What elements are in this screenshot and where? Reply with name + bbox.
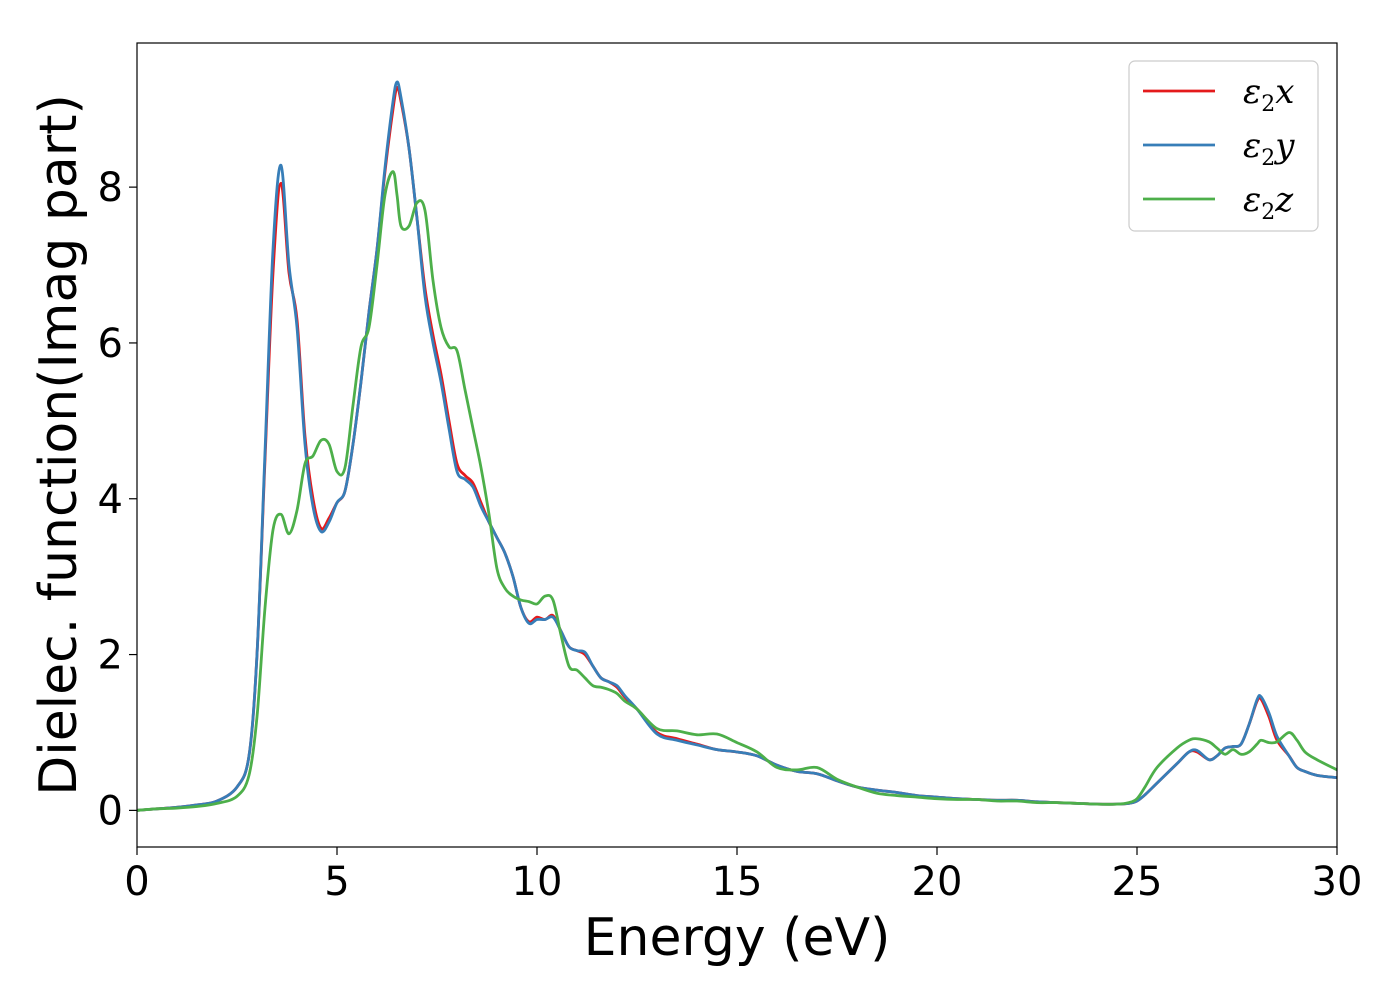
x-axis-label: Energy (eV) <box>584 908 891 968</box>
legend-label-3: ε2z <box>1243 180 1294 225</box>
y-tick-label: 8 <box>98 165 123 211</box>
legend-label-2: ε2y <box>1243 126 1295 171</box>
x-tick-label: 30 <box>1312 859 1363 905</box>
x-tick-label: 5 <box>324 859 349 905</box>
y-axis-label: Dielec. function(Imag part) <box>29 94 89 796</box>
series-layer <box>137 80 1337 812</box>
legend: ε2x ε2y ε2z <box>1128 60 1319 232</box>
y-tick-label: 2 <box>98 633 123 679</box>
y-axis: 0 2 4 6 8 <box>98 165 137 834</box>
legend-box <box>1128 60 1319 232</box>
x-tick-label: 25 <box>1112 859 1163 905</box>
x-axis: 0 5 10 15 20 25 30 <box>124 847 1362 905</box>
y-tick-label: 6 <box>98 321 123 367</box>
y-tick-label: 0 <box>98 788 123 834</box>
series-line-2 <box>137 80 1337 812</box>
y-tick-label: 4 <box>98 477 123 523</box>
x-tick-label: 0 <box>124 859 149 905</box>
x-tick-label: 10 <box>512 859 563 905</box>
x-tick-label: 20 <box>912 859 963 905</box>
legend-label-1: ε2x <box>1243 72 1294 117</box>
x-tick-label: 15 <box>712 859 763 905</box>
series-line-3 <box>137 170 1337 812</box>
